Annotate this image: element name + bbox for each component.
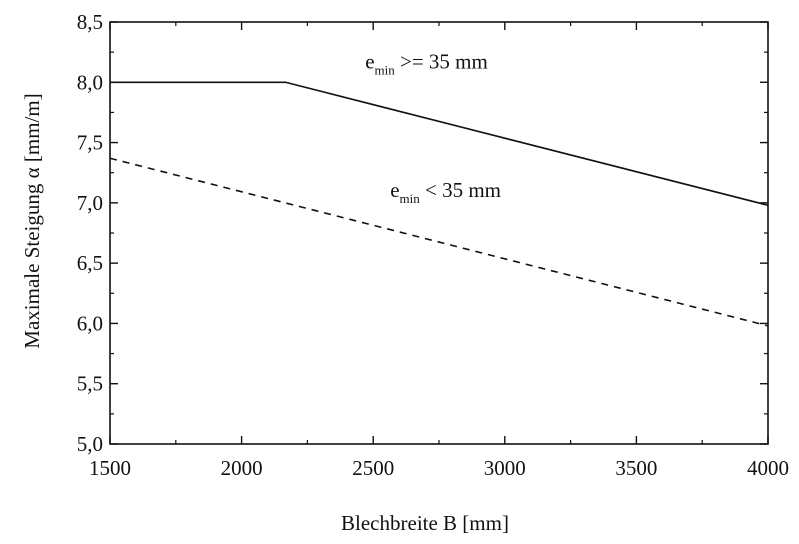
y-tick-label: 8,5 xyxy=(77,10,103,34)
x-tick-label: 1500 xyxy=(89,456,131,480)
y-tick-label: 5,5 xyxy=(77,372,103,396)
annotation-text: < 35 mm xyxy=(420,178,501,202)
annotation-text: >= 35 mm xyxy=(395,49,488,73)
series-annotation: emin < 35 mm xyxy=(390,178,501,206)
x-tick-label: 4000 xyxy=(747,456,789,480)
x-tick-label: 2500 xyxy=(352,456,394,480)
x-tick-label: 3500 xyxy=(615,456,657,480)
plot-frame xyxy=(109,21,769,445)
annotation-base: e xyxy=(365,49,374,73)
y-tick-label: 7,5 xyxy=(77,131,103,155)
y-tick-label: 5,0 xyxy=(77,432,103,456)
series-annotation: emin >= 35 mm xyxy=(365,49,488,77)
x-axis-title: Blechbreite B [mm] xyxy=(341,511,509,535)
series-line-solid xyxy=(110,81,769,207)
series-line-dashed xyxy=(109,157,769,327)
y-tick-label: 6,0 xyxy=(77,311,103,335)
y-axis-title: Maximale Steigung α [mm/m] xyxy=(20,93,44,348)
y-tick-label: 6,5 xyxy=(77,251,103,275)
x-tick-label: 2000 xyxy=(221,456,263,480)
x-tick-label: 3000 xyxy=(484,456,526,480)
y-tick-label: 8,0 xyxy=(77,70,103,94)
y-tick-label: 7,0 xyxy=(77,191,103,215)
annotation-subscript: min xyxy=(375,62,396,77)
annotation-subscript: min xyxy=(400,191,421,206)
annotation-base: e xyxy=(390,178,399,202)
